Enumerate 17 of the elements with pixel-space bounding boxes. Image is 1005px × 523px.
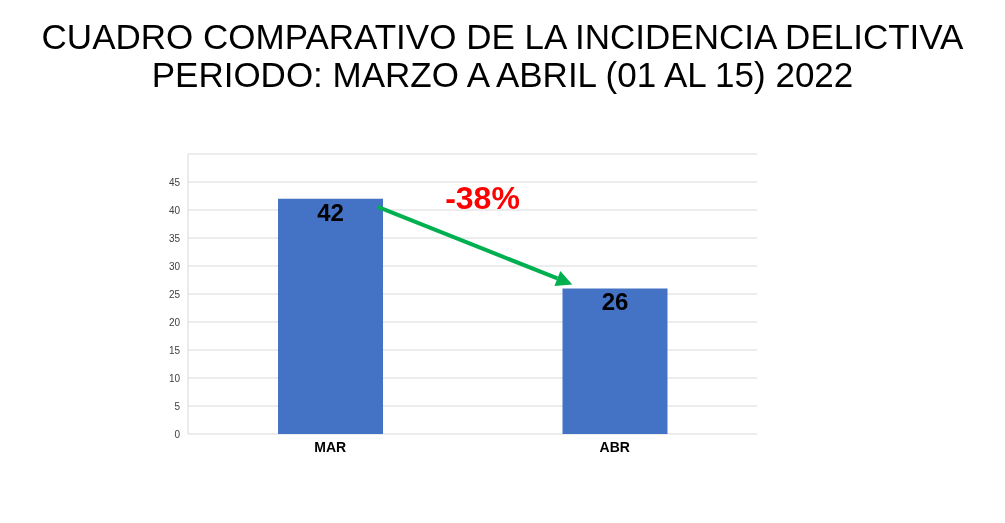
y-tick-label: 30 (168, 260, 181, 272)
y-tick-label: 15 (168, 344, 181, 356)
data-label: 26 (601, 288, 629, 316)
y-tick-label: 40 (168, 204, 181, 216)
chart-title: CUADRO COMPARATIVO DE LA INCIDENCIA DELICTIVA (40, 17, 965, 56)
y-tick-label: 35 (168, 232, 181, 244)
x-tick-label: MAR (314, 438, 347, 455)
y-tick-label: 10 (168, 372, 181, 384)
y-tick-label: 20 (168, 316, 181, 328)
annotation: -38% (445, 179, 520, 216)
chart-subtitle: PERIODO: MARZO A ABRIL (01 AL 15) 2022 (150, 55, 855, 94)
y-tick-label: 45 (168, 176, 181, 188)
y-tick-label: 5 (174, 400, 181, 412)
data-label: 42 (317, 198, 344, 226)
x-tick-label: ABR (599, 438, 630, 455)
y-tick-label: 0 (174, 428, 181, 440)
y-tick-label: 25 (168, 288, 181, 300)
